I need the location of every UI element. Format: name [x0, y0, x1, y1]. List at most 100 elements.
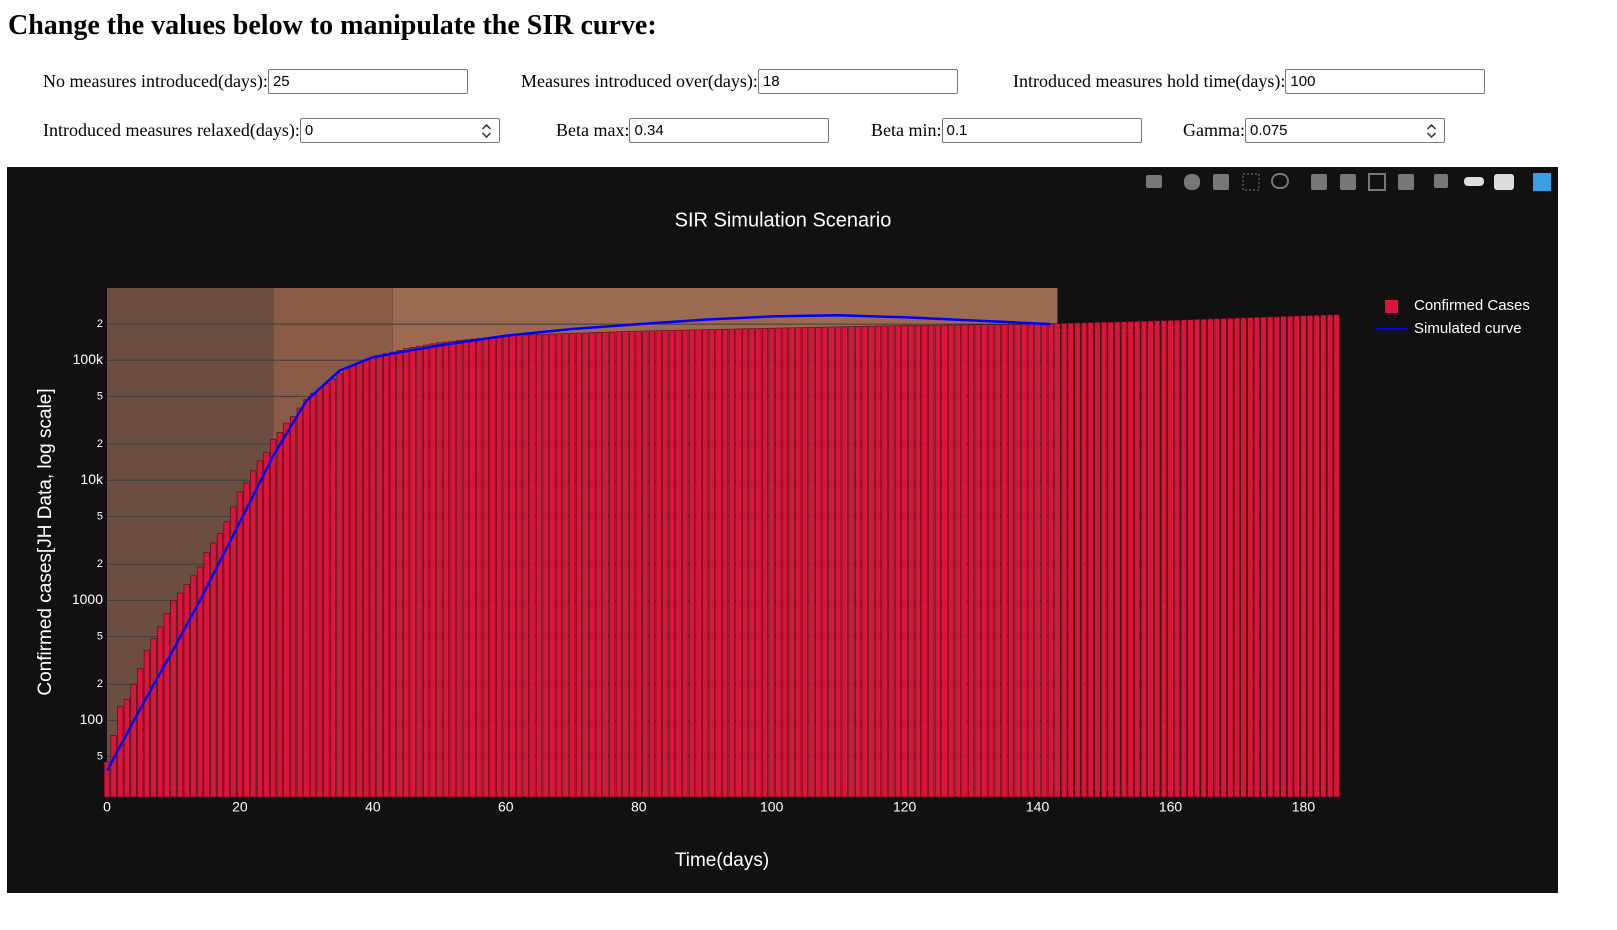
bar [1074, 322, 1081, 798]
text-input[interactable]: 18 [757, 69, 958, 94]
page-title: Change the values below to manipulate th… [8, 10, 657, 41]
bar [449, 340, 456, 798]
text-input[interactable]: 25 [267, 69, 468, 94]
bar [1287, 315, 1294, 798]
bar [835, 326, 842, 798]
bar [855, 326, 862, 798]
bar [369, 357, 376, 798]
bar [1134, 320, 1141, 798]
toolbar-icon[interactable] [1311, 174, 1327, 190]
bar [928, 324, 935, 798]
bar [436, 342, 443, 798]
bar [609, 331, 616, 798]
bar [177, 592, 184, 798]
number-input[interactable]: 0.075 [1244, 118, 1445, 143]
bar [941, 324, 948, 798]
bar [648, 330, 656, 798]
toolbar-icon[interactable] [1271, 173, 1289, 189]
x-tick-label: 40 [365, 799, 381, 815]
toolbar-icon[interactable] [1184, 174, 1200, 190]
bar [403, 348, 410, 798]
input-value: 0.34 [634, 122, 664, 139]
toolbar-icon[interactable] [1213, 174, 1229, 190]
toolbar-icon[interactable] [1533, 173, 1551, 191]
toolbar-icon[interactable] [1368, 173, 1386, 191]
toolbar-icon[interactable] [1340, 174, 1356, 190]
spinner[interactable] [481, 124, 491, 138]
bar [1240, 317, 1247, 798]
bar [815, 326, 822, 798]
bar [1326, 314, 1334, 798]
field-label: No measures introduced(days): [43, 71, 268, 91]
bar [702, 329, 709, 798]
spinner[interactable] [1426, 124, 1436, 138]
bar [821, 326, 828, 798]
text-input[interactable]: 0.34 [629, 118, 830, 143]
toolbar-icon[interactable] [1146, 175, 1162, 188]
field-label: Beta max: [556, 120, 630, 140]
bar [329, 378, 337, 798]
bar [1001, 324, 1008, 798]
bar [868, 325, 875, 798]
bar [589, 332, 596, 798]
bar [1220, 318, 1227, 798]
toolbar-icon[interactable] [1398, 174, 1414, 190]
bar [768, 327, 775, 798]
bar [1207, 318, 1214, 798]
bar [230, 506, 237, 798]
bar [615, 331, 622, 798]
bar [708, 329, 715, 798]
bar [1280, 316, 1287, 798]
bar [323, 383, 330, 798]
bar [1067, 322, 1074, 798]
bar [476, 338, 483, 798]
bar [914, 325, 922, 798]
y-tick-label: 2 [97, 558, 103, 570]
bar [1034, 323, 1041, 798]
x-tick-label: 60 [498, 799, 514, 815]
x-tick-label: 100 [760, 799, 784, 815]
bar [1174, 319, 1181, 798]
text-input[interactable]: 100 [1285, 69, 1486, 94]
y-tick-label: 10k [80, 471, 104, 487]
bar [1081, 322, 1088, 798]
form-field: Gamma: 0.075 [1183, 118, 1445, 143]
bar [203, 552, 210, 798]
bar [143, 650, 150, 798]
y-tick-label: 5 [97, 750, 103, 762]
toolbar-icon[interactable] [1464, 177, 1484, 186]
bar [795, 327, 802, 798]
number-input[interactable]: 0 [299, 118, 500, 143]
bar [1300, 315, 1307, 798]
toolbar-icon[interactable] [1494, 174, 1514, 190]
bar [316, 388, 323, 798]
x-tick-label: 140 [1026, 799, 1050, 815]
bar [668, 330, 676, 798]
input-value: 100 [1290, 73, 1316, 90]
bar [150, 638, 157, 798]
field-label: Introduced measures relaxed(days): [43, 120, 300, 140]
bar [1007, 324, 1015, 798]
bar [1041, 323, 1048, 798]
text-input[interactable]: 0.1 [941, 118, 1142, 143]
y-tick-label: 100 [80, 711, 104, 727]
y-tick-label: 100k [73, 351, 104, 367]
bar [1306, 315, 1314, 798]
y-tick-label: 2 [97, 318, 103, 330]
bar [828, 326, 835, 798]
input-value: 25 [272, 73, 290, 90]
bar [123, 698, 131, 798]
x-tick-label: 20 [232, 799, 248, 815]
bar [389, 351, 396, 798]
toolbar-icon[interactable] [1434, 174, 1448, 188]
bar [170, 600, 177, 798]
input-value: 0.1 [946, 122, 968, 139]
bar [974, 324, 981, 798]
bar [336, 372, 343, 798]
bar [343, 368, 350, 798]
y-tick-label: 5 [97, 630, 103, 642]
toolbar-icon[interactable] [1242, 173, 1260, 191]
bar [888, 325, 895, 798]
